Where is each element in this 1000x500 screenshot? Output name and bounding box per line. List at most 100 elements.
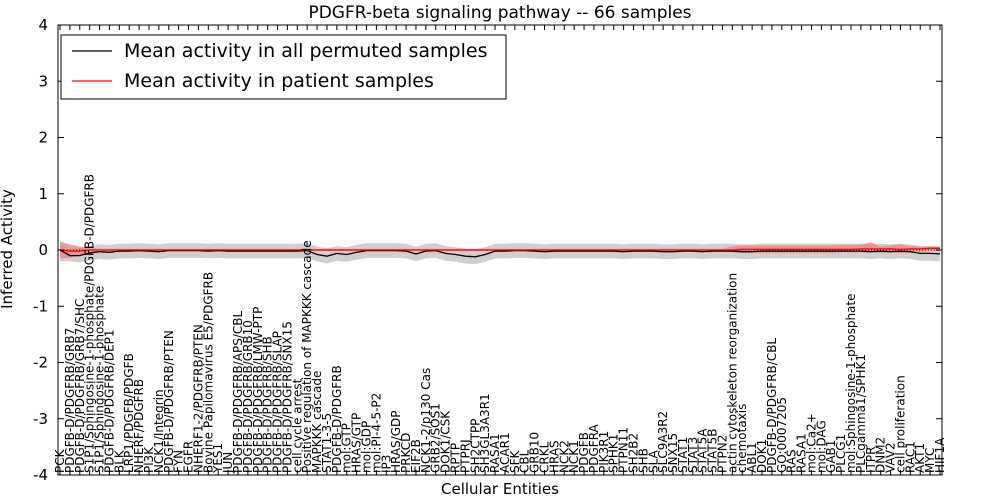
- chart-title: PDGFR-beta signaling pathway -- 66 sampl…: [308, 3, 691, 23]
- x-tick-label: LRP1/PDGFB/PDGFB: [122, 353, 136, 473]
- x-tick-label: ACAR1: [498, 432, 512, 473]
- y-tick-label: 0: [38, 241, 48, 259]
- x-tick-label: mol:Sphingosine-1-phosphate: [844, 293, 858, 473]
- x-tick-label: PTPN2: [716, 435, 730, 473]
- x-tick-label: GRB2/SOS1: [429, 403, 443, 473]
- x-tick-label: STAT1-3-5: [320, 413, 334, 473]
- x-tick-label: RPTP: [449, 443, 463, 473]
- x-tick-label: PRKCD: [399, 433, 413, 473]
- x-tick-label: EGFR: [182, 441, 196, 473]
- x-tick-label: actin cytoskeleton reorganization: [725, 273, 739, 473]
- x-axis-category-labels: PCKPDGFB-D/PDGFRB/GRB7PDGFB-D/PDGFRB/GRB…: [53, 174, 947, 474]
- x-tick-label: Pl3K: [142, 446, 156, 473]
- x-tick-label: RASA1: [488, 433, 502, 473]
- x-tick-label: NCK1-2/p130 Cas: [419, 368, 433, 473]
- x-tick-label: RAC1: [903, 441, 917, 473]
- x-tick-label: PCK: [53, 448, 67, 473]
- y-tick-label: 3: [38, 72, 48, 90]
- legend: Mean activity in all permuted samples Me…: [60, 34, 507, 100]
- x-tick-label: FYN: [172, 450, 186, 473]
- x-tick-label: PDGFB-D/PDGFRB: [330, 365, 344, 473]
- x-tick-label: HRAS/GDP: [389, 410, 403, 473]
- x-tick-label: SLC9A3R2: [656, 411, 670, 473]
- x-tick-label: SH3GL3A3R1: [478, 393, 492, 473]
- x-tick-label: RASA1: [795, 433, 809, 473]
- x-tick-label: PDGFB-D/PDGFRB/APS/CBL: [231, 310, 245, 473]
- legend-box: [60, 34, 507, 100]
- x-tick-label: STAT5A: [696, 428, 710, 473]
- x-tick-label: mol:Ca2+: [805, 413, 819, 473]
- x-tick-label: cell proliferation: [893, 375, 907, 473]
- x-tick-label: PDGFB-D/PDGFRB/SLAP: [271, 331, 285, 473]
- x-tick-label: PDGFB-D/PDGFRB/GRB7/SHC: [73, 299, 87, 473]
- x-tick-label: NCK2: [557, 440, 571, 473]
- x-tick-label: S1P1/Sphingosine-1-phosphate/PDGFB-D/PDG…: [83, 174, 97, 473]
- x-tick-label: AKT1: [913, 443, 927, 473]
- x-tick-label: SFK: [508, 449, 522, 473]
- x-tick-label: HIF1A: [933, 437, 947, 473]
- y-tick-label: -1: [33, 297, 48, 315]
- x-tick-label: CRKL: [538, 441, 552, 473]
- x-tick-label: S1P1/Sphingosine-1-phosphate: [93, 286, 107, 473]
- x-tick-label: PDGFB-D/PDGFRB/SHB: [261, 336, 275, 473]
- x-tick-label: DOK1: [755, 439, 769, 473]
- x-tick-label: DOK1/CSK: [439, 410, 453, 473]
- x-tick-label: mol:DAG: [814, 420, 828, 473]
- x-tick-label: JUN: [221, 452, 235, 474]
- x-tick-label: VAV2: [884, 442, 898, 473]
- y-tick-label: -4: [33, 466, 48, 484]
- x-tick-label: STAT1: [676, 437, 690, 473]
- x-tick-label: PDGFB-D/PDGFRB/DEP1: [102, 329, 116, 473]
- x-tick-label: PDGFRA: [587, 423, 601, 473]
- y-axis-ticks: -4 -3 -2 -1 0 1 2 3 4: [33, 16, 942, 484]
- x-tick-label: PLCG1: [834, 434, 848, 473]
- legend-label-patient: Mean activity in patient samples: [124, 70, 434, 92]
- x-tick-label: ITPR: [864, 447, 878, 473]
- x-tick-label: MAPKKK cascade: [310, 371, 324, 473]
- x-tick-label: CBL: [518, 449, 532, 473]
- x-tick-label: PDGFB-D/PDGFRB/SNX15: [280, 321, 294, 473]
- x-tick-label: GRB10: [528, 432, 542, 473]
- x-tick-label: PTPRJ: [458, 439, 472, 473]
- x-tick-label: chemotaxis: [735, 404, 749, 473]
- x-tick-label: cell cycle arrest: [290, 378, 304, 473]
- x-tick-label: HRAS: [547, 440, 561, 473]
- x-tick-label: mol:GDP: [360, 421, 374, 473]
- x-tick-label: SNX15: [666, 433, 680, 473]
- x-tick-label: mol:GTP: [340, 423, 354, 473]
- x-tick-label: NHERF/PDGFRB: [132, 379, 146, 473]
- x-tick-label: Bovine Papilomavirus E5/PDGFRB: [201, 272, 215, 473]
- x-tick-label: PIK3R1: [597, 431, 611, 473]
- y-tick-label: -2: [33, 354, 48, 372]
- y-tick-label: 4: [38, 16, 48, 34]
- x-tick-label: DNM2: [874, 437, 888, 473]
- band-permuted: [60, 243, 940, 265]
- x-tick-label: BLK: [112, 449, 126, 473]
- x-tick-label: SH2CTPP: [468, 419, 482, 473]
- x-tick-label: ABL1: [745, 442, 759, 473]
- series-line-patient: [59, 247, 940, 252]
- x-tick-label: SPHK1: [607, 434, 621, 473]
- y-tick-label: 1: [38, 185, 48, 203]
- x-tick-label: Positive regulation of MAPKKK cascade: [300, 240, 314, 473]
- x-tick-label: IP3: [379, 455, 393, 473]
- x-tick-label: PDGFB: [577, 432, 591, 473]
- x-tick-label: EIF2B: [409, 439, 423, 473]
- x-axis-ticks: [59, 25, 941, 475]
- x-tick-label: SHB: [636, 448, 650, 473]
- x-axis-title: Cellular Entities: [441, 480, 559, 498]
- legend-label-permuted: Mean activity in all permuted samples: [124, 40, 487, 62]
- x-tick-label: GAB1: [824, 440, 838, 473]
- x-tick-label: NCK1/Integrin: [152, 389, 166, 473]
- series-line-permuted: [59, 249, 941, 258]
- x-tick-label: MYC: [923, 448, 937, 473]
- y-tick-label: -3: [33, 410, 48, 428]
- x-tick-label: PDGFB-D/PDGFRB/CBL: [765, 338, 779, 473]
- y-tick-label: 2: [38, 129, 48, 147]
- x-tick-label: PDGFB-D/PDGFRB/GRB7: [63, 328, 77, 473]
- x-tick-label: SLA: [646, 449, 660, 473]
- y-axis-title: Inferred Activity: [0, 189, 16, 309]
- x-tick-label: RAS: [785, 449, 799, 473]
- x-tick-label: GO:0007205: [775, 397, 789, 473]
